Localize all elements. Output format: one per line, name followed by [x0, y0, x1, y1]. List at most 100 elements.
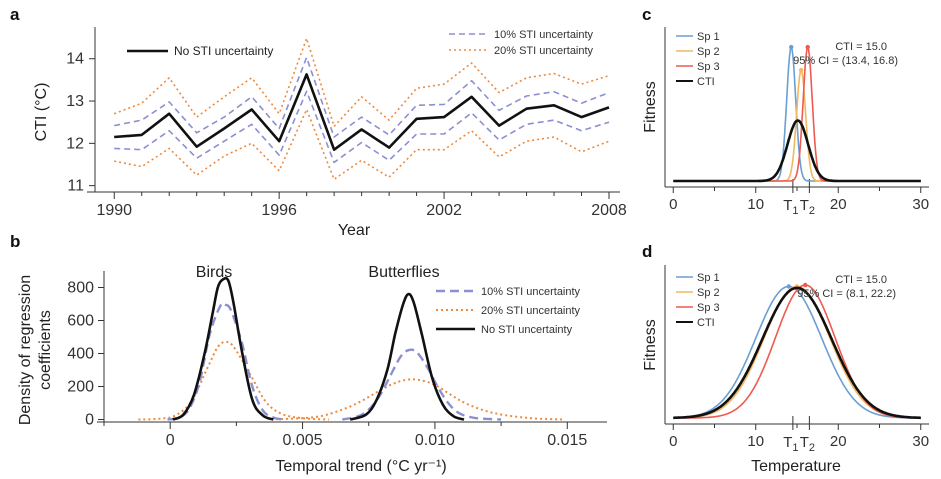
panel-d-cti-value: CTI = 15.0	[835, 274, 887, 286]
y-tick-label: 12	[66, 135, 84, 152]
series-line-no-sti-uncertainty	[114, 73, 610, 151]
panel-d-letter: d	[642, 242, 652, 261]
legend-label-sp-3: Sp 3	[697, 61, 720, 73]
x-tick-label: 0.015	[547, 432, 587, 449]
panel-a-axes	[87, 27, 620, 193]
fitness-curve-cti	[672, 119, 922, 183]
legend-label-10pct: 10% STI uncertainty	[494, 29, 594, 41]
panel-d: d 0 10 20 30 T1 T2 Fitness Temperature CTI =…	[642, 242, 929, 475]
panel-a-letter: a	[10, 5, 20, 24]
fitness-curve-sp-3	[673, 284, 921, 419]
panel-c-legend: Sp 1 Sp 2 Sp 3 CTI	[676, 31, 720, 88]
peak-point-sp-3	[803, 282, 808, 288]
legend-label-10pct: 10% STI uncertainty	[481, 286, 581, 298]
panel-a-xticks: 1990 1996 2002 2008	[96, 192, 627, 219]
series-line-20-sti-uncertainty	[113, 37, 610, 128]
y-tick-label: 400	[67, 346, 94, 363]
x-tick-label: 1996	[261, 202, 297, 219]
y-tick-label: 200	[67, 379, 94, 396]
t-marker-label: T2	[800, 434, 815, 454]
panel-c-ci-value: 95% CI = (13.4, 16.8)	[793, 55, 898, 67]
panel-b-series	[138, 276, 563, 421]
peak-point-sp-1	[786, 284, 791, 289]
legend-label-sp-2: Sp 2	[697, 46, 720, 58]
x-tick-label: 1990	[96, 202, 132, 219]
x-tick-label: 2008	[591, 202, 627, 219]
legend-label-sp-3: Sp 3	[697, 302, 720, 314]
panel-b-ylabel-line2: coefficients	[37, 310, 54, 390]
panel-a-legend: No STI uncertainty 10% STI uncertainty 2…	[127, 29, 594, 58]
panel-d-ci-value: 95% CI = (8.1, 22.2)	[797, 288, 896, 300]
panel-d-legend: Sp 1 Sp 2 Sp 3 CTI	[676, 272, 720, 329]
x-tick-label: 30	[912, 196, 929, 213]
panel-c-ylabel: Fitness	[642, 81, 659, 133]
panel-a-xlabel: Year	[338, 222, 371, 239]
panel-c: c 0 10 20 30 T1 T2 Fitness CTI = 15.0 95% CI…	[642, 5, 929, 217]
panel-d-xticks: 0 10 20 30	[669, 424, 929, 450]
panel-a: a 11 12 13 14 1990 1996 2002 2008 CTI (°C) Yea…	[10, 5, 627, 239]
series-line-10-sti-uncertainty	[114, 56, 610, 138]
panel-d-series	[672, 282, 922, 420]
x-tick-label: 20	[830, 196, 847, 213]
legend-label-no-sti: No STI uncertainty	[481, 324, 573, 336]
density-curve-20-sti-uncertainty-butterflies	[276, 378, 563, 421]
t-marker-label: T2	[800, 197, 815, 217]
panel-a-series	[113, 37, 610, 181]
density-curve-10-sti-uncertainty-birds	[167, 301, 285, 421]
legend-label-sp-1: Sp 1	[697, 272, 720, 284]
panel-b-axes	[97, 271, 607, 423]
panel-b-xticks: 0 0.005 0.010 0.015	[103, 422, 587, 449]
x-tick-label: 10	[747, 433, 764, 450]
panel-c-letter: c	[642, 5, 651, 24]
panel-d-ylabel: Fitness	[642, 319, 659, 371]
series-line-band-2	[114, 90, 610, 164]
panel-b-letter: b	[10, 232, 20, 251]
series-line-band-4	[114, 108, 610, 181]
y-tick-label: 0	[85, 412, 94, 429]
x-tick-label: 0	[669, 196, 677, 213]
x-tick-label: 0	[166, 432, 175, 449]
panel-d-xlabel: Temperature	[751, 458, 841, 475]
panel-a-ylabel: CTI (°C)	[33, 83, 50, 142]
birds-annotation: Birds	[196, 264, 232, 281]
panel-a-yticks: 11 12 13 14	[66, 51, 95, 195]
panel-b-yticks: 0 200 400 600 800	[67, 280, 104, 429]
panel-b-legend: 10% STI uncertainty 20% STI uncertainty …	[436, 286, 581, 336]
legend-label-20pct: 20% STI uncertainty	[494, 45, 594, 57]
density-curve-20-sti-uncertainty-birds	[138, 340, 330, 421]
peak-point-sp-2	[798, 67, 804, 73]
panel-b-xlabel: Temporal trend (°C yr⁻¹)	[275, 458, 446, 475]
panel-c-xticks: 0 10 20 30	[669, 187, 929, 213]
legend-label-sp-1: Sp 1	[697, 31, 720, 43]
legend-label-20pct: 20% STI uncertainty	[481, 305, 581, 317]
y-tick-label: 13	[66, 93, 84, 110]
x-tick-label: 0	[669, 433, 677, 450]
y-tick-label: 11	[67, 178, 84, 195]
y-tick-label: 800	[67, 280, 94, 297]
x-tick-label: 2002	[426, 202, 462, 219]
legend-label-cti: CTI	[697, 76, 715, 88]
panel-c-cti-value: CTI = 15.0	[835, 41, 887, 53]
density-curve-no-sti-uncertainty-birds	[172, 276, 274, 421]
legend-label-sp-2: Sp 2	[697, 287, 720, 299]
x-tick-label: 20	[830, 433, 847, 450]
y-tick-label: 14	[66, 51, 84, 68]
legend-label-no-sti: No STI uncertainty	[174, 44, 273, 58]
fitness-curve-cti	[672, 286, 922, 420]
panel-c-t-markers: T1 T2	[783, 179, 815, 217]
peak-point-sp-1	[789, 44, 794, 50]
t-marker-label: T1	[783, 197, 798, 217]
x-tick-label: 0.005	[283, 432, 323, 449]
panel-b-ylabel-line1: Density of regression	[17, 275, 34, 425]
legend-label-cti: CTI	[697, 317, 715, 329]
y-tick-label: 600	[67, 313, 94, 330]
butterflies-annotation: Butterflies	[368, 264, 439, 281]
panel-b: b 0 200 400 600 800 0 0.005 0.010 0.015 Density…	[10, 232, 607, 475]
x-tick-label: 30	[912, 433, 929, 450]
panel-c-series	[672, 44, 922, 183]
peak-point-sp-3	[805, 44, 810, 50]
x-tick-label: 10	[747, 196, 764, 213]
panel-d-t-markers: T1 T2	[783, 416, 815, 454]
x-tick-label: 0.010	[415, 432, 455, 449]
